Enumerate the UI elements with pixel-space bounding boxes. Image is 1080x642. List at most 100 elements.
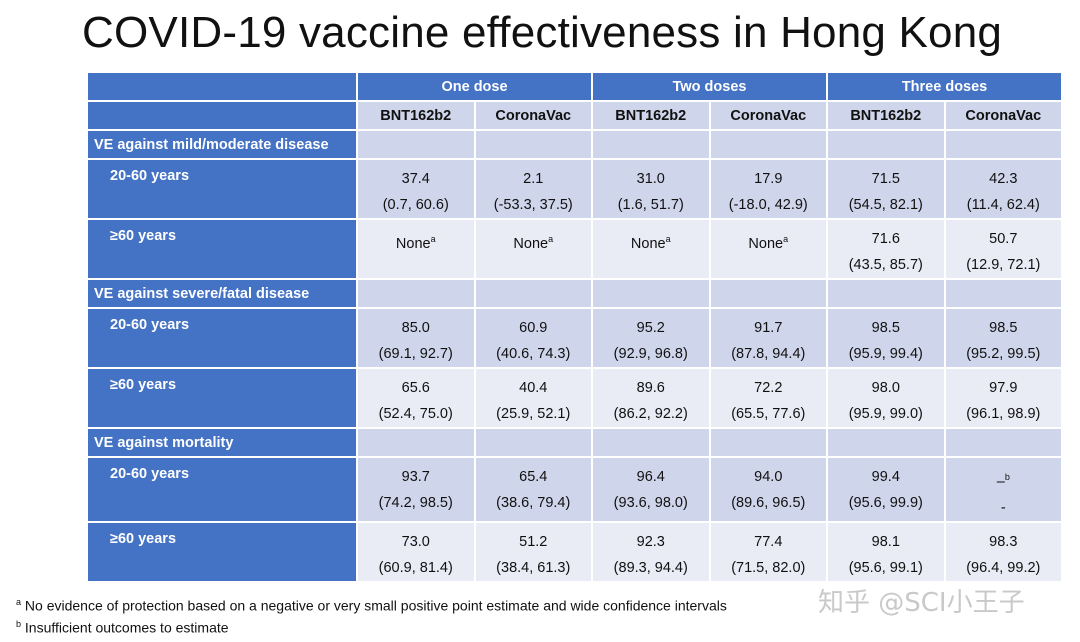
footnote-mark: a xyxy=(548,234,554,244)
age-group-label: 20-60 years xyxy=(86,158,358,220)
ve-estimate: 40.4 xyxy=(476,375,592,401)
empty-cell xyxy=(708,278,829,309)
vaccine-header: BNT162b2 xyxy=(826,100,946,131)
confidence-interval: (12.9, 72.1) xyxy=(966,257,1041,273)
confidence-interval: (-18.0, 42.9) xyxy=(728,197,808,213)
ve-cell: 65.4 (38.6, 79.4) xyxy=(473,456,594,523)
ve-cell: 71.5 (54.5, 82.1) xyxy=(826,158,946,220)
ve-cell: 2.1 (-53.3, 37.5) xyxy=(473,158,594,220)
footnote-mark: a xyxy=(16,597,22,607)
ve-cell: 17.9 (-18.0, 42.9) xyxy=(708,158,829,220)
confidence-interval: (96.1, 98.9) xyxy=(966,406,1041,422)
confidence-interval: (95.9, 99.0) xyxy=(848,406,923,422)
group-header: One dose xyxy=(355,71,594,102)
age-group-label: ≥60 years xyxy=(86,367,358,429)
ve-cell: 50.7 (12.9, 72.1) xyxy=(943,218,1064,280)
ve-value: 91.7 xyxy=(754,320,783,336)
ve-estimate: 98.5 xyxy=(946,315,1062,341)
corner-cell xyxy=(86,71,358,102)
ve-cell: 98.5 (95.2, 99.5) xyxy=(943,307,1064,369)
ve-estimate: Nonea xyxy=(358,226,474,257)
ve-value: 98.5 xyxy=(989,320,1018,336)
ve-estimate: 72.2 xyxy=(711,375,827,401)
ve-estimate: 98.3 xyxy=(946,529,1062,555)
ve-value: 96.4 xyxy=(636,469,665,485)
ve-value: 40.4 xyxy=(519,380,548,396)
ve-value: 98.3 xyxy=(989,533,1018,550)
footnote-text: No evidence of protection based on a neg… xyxy=(24,597,727,614)
ve-cell: Nonea xyxy=(591,218,711,280)
empty-cell xyxy=(356,278,476,309)
ve-value: 65.4 xyxy=(519,469,548,485)
empty-cell xyxy=(591,278,711,309)
ve-estimate: 94.0 xyxy=(711,464,827,490)
group-header: Two doses xyxy=(591,71,829,102)
ve-estimate: 91.7 xyxy=(711,315,827,341)
ve-value: 85.0 xyxy=(401,320,430,336)
ve-cell: Nonea xyxy=(473,218,594,280)
empty-cell xyxy=(826,278,946,309)
ve-cell: 91.7 (87.8, 94.4) xyxy=(708,307,829,369)
age-group-label: ≥60 years xyxy=(86,520,358,583)
empty-cell xyxy=(473,129,594,160)
confidence-interval: (0.7, 60.6) xyxy=(382,197,449,213)
ve-cell: 85.0 (69.1, 92.7) xyxy=(356,307,476,369)
ve-estimate: 77.4 xyxy=(711,529,827,555)
ve-estimate: 2.1 xyxy=(476,166,592,192)
empty-cell xyxy=(356,427,476,458)
ve-estimate: Nonea xyxy=(476,226,592,257)
ve-estimate: Nonea xyxy=(593,226,709,257)
ve-value: None xyxy=(748,235,784,252)
ve-value: 31.0 xyxy=(636,171,665,187)
age-group-label: 20-60 years xyxy=(86,456,358,523)
section-row: VE against severe/fatal disease xyxy=(86,278,1064,309)
confidence-interval: (95.6, 99.1) xyxy=(848,559,923,576)
ve-estimate: 65.6 xyxy=(358,375,474,401)
empty-cell xyxy=(591,129,711,160)
age-group-label: ≥60 years xyxy=(86,218,358,280)
ve-cell: 51.2 (38.4, 61.3) xyxy=(473,520,594,583)
ve-cell: 96.4 (93.6, 98.0) xyxy=(591,456,711,523)
ve-estimate: 71.6 xyxy=(828,226,944,252)
ve-cell: 77.4 (71.5, 82.0) xyxy=(708,520,829,583)
ve-estimate: 98.0 xyxy=(828,375,944,401)
ve-value: 71.6 xyxy=(871,231,900,247)
ve-value: 77.4 xyxy=(754,533,783,550)
ve-value: 37.4 xyxy=(401,171,430,187)
ve-cell: 65.6 (52.4, 75.0) xyxy=(356,367,476,429)
ve-estimate: 17.9 xyxy=(711,166,827,192)
ve-value: 42.3 xyxy=(989,171,1018,187)
ve-cell: 94.0 (89.6, 96.5) xyxy=(708,456,829,523)
ve-value: None xyxy=(630,235,666,252)
confidence-interval: (38.4, 61.3) xyxy=(496,559,571,576)
ve-estimate: 65.4 xyxy=(476,464,592,490)
ve-value: 89.6 xyxy=(636,380,665,396)
ve-value: 60.9 xyxy=(519,320,548,336)
empty-cell xyxy=(708,129,829,160)
ve-value: None xyxy=(513,235,549,252)
ve-estimate: 96.4 xyxy=(593,464,709,490)
empty-cell xyxy=(708,427,829,458)
ve-estimate: 92.3 xyxy=(593,529,709,555)
ve-estimate: 71.5 xyxy=(828,166,944,192)
ve-estimate: 89.6 xyxy=(593,375,709,401)
confidence-interval: (92.9, 96.8) xyxy=(613,346,688,362)
ve-cell: Nonea xyxy=(708,218,829,280)
confidence-interval: (25.9, 52.1) xyxy=(496,406,571,422)
ve-estimate: 73.0 xyxy=(358,529,474,555)
ve-cell: Nonea xyxy=(356,218,476,280)
table-row: 20-60 years 37.4 (0.7, 60.6) 2.1 (-53.3, 37.… xyxy=(86,158,1064,220)
footnote-mark: b xyxy=(16,619,22,629)
ve-cell: 97.9 (96.1, 98.9) xyxy=(943,367,1064,429)
ve-value: 95.2 xyxy=(636,320,665,336)
confidence-interval: (74.2, 98.5) xyxy=(378,495,453,511)
section-row: VE against mild/moderate disease xyxy=(86,129,1064,160)
ve-estimate: –b xyxy=(946,464,1062,495)
confidence-interval: (11.4, 62.4) xyxy=(966,197,1040,213)
ve-cell: 98.3 (96.4, 99.2) xyxy=(943,520,1064,583)
confidence-interval: (71.5, 82.0) xyxy=(731,559,806,576)
confidence-interval: - xyxy=(1000,499,1006,516)
empty-cell xyxy=(356,129,476,160)
confidence-interval: (86.2, 92.2) xyxy=(613,406,688,422)
confidence-interval: (95.6, 99.9) xyxy=(848,495,923,511)
